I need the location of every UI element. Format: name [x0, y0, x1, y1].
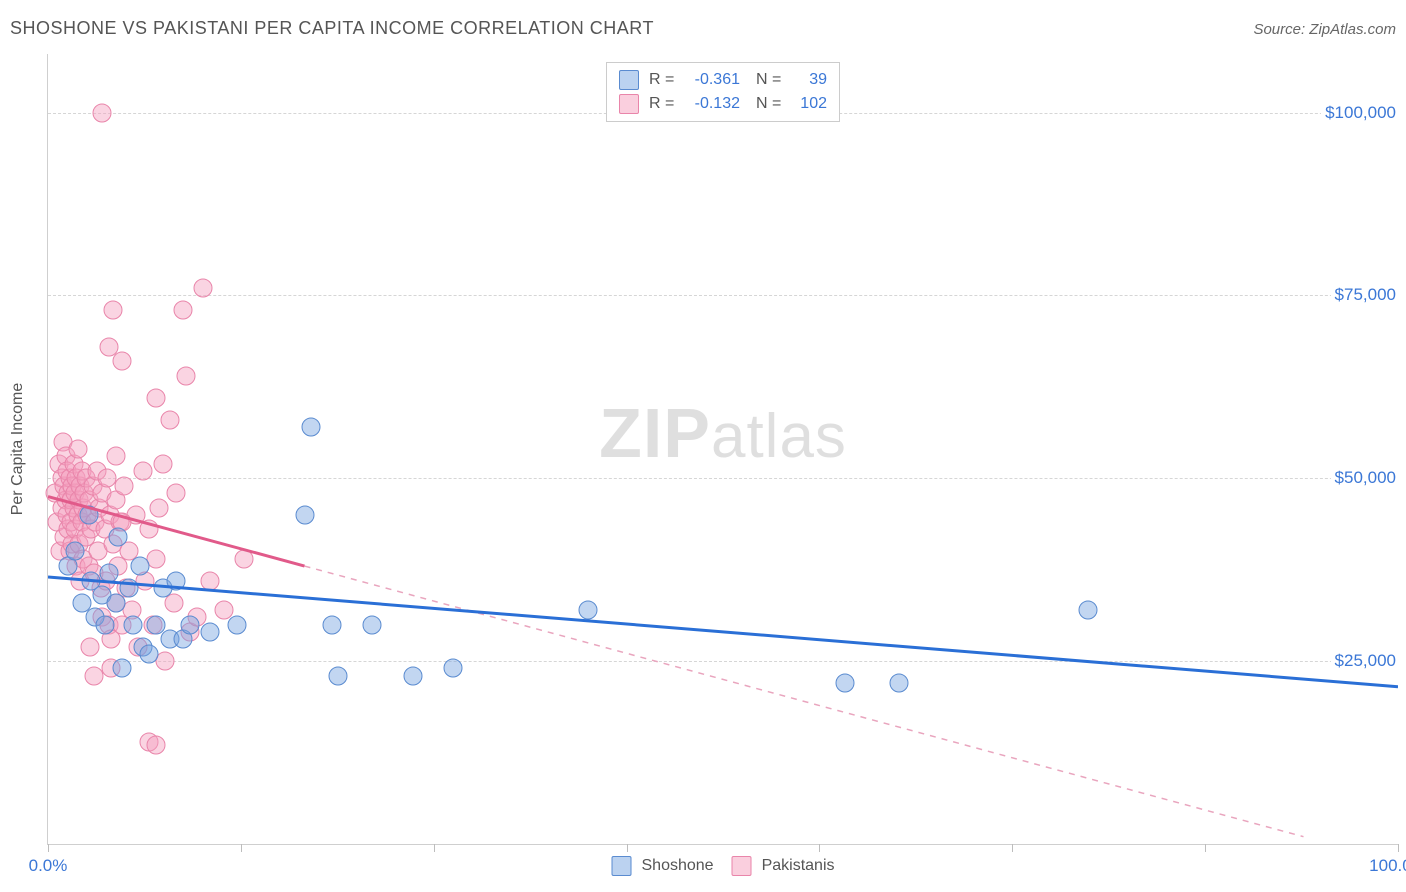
data-point [322, 615, 341, 634]
x-tick [1398, 844, 1399, 852]
legend-item-pakistani: Pakistanis [732, 856, 835, 876]
data-point [140, 644, 159, 663]
data-point [79, 505, 98, 524]
data-point [228, 615, 247, 634]
swatch-pink [732, 856, 752, 876]
data-point [194, 279, 213, 298]
chart-header: SHOSHONE VS PAKISTANI PER CAPITA INCOME … [10, 18, 1396, 39]
data-point [113, 352, 132, 371]
legend-row-pakistani: R = -0.132 N = 102 [619, 92, 827, 116]
gridline [48, 661, 1398, 662]
data-point [167, 483, 186, 502]
x-tick-label: 0.0% [29, 856, 68, 876]
data-point [363, 615, 382, 634]
data-point [201, 571, 220, 590]
data-point [835, 674, 854, 693]
data-point [444, 659, 463, 678]
x-tick [1205, 844, 1206, 852]
y-tick-label: $75,000 [1331, 285, 1400, 305]
watermark: ZIPatlas [599, 393, 847, 473]
data-point [80, 637, 99, 656]
data-point [84, 666, 103, 685]
x-tick [48, 844, 49, 852]
data-point [124, 615, 143, 634]
gridline [48, 295, 1398, 296]
data-point [579, 600, 598, 619]
data-point [106, 447, 125, 466]
data-point [302, 418, 321, 437]
data-point [147, 736, 166, 755]
legend-series: Shoshone Pakistanis [612, 856, 835, 876]
data-point [180, 615, 199, 634]
legend-correlation: R = -0.361 N = 39 R = -0.132 N = 102 [606, 62, 840, 122]
data-point [99, 564, 118, 583]
chart-source: Source: ZipAtlas.com [1253, 21, 1396, 38]
data-point [403, 666, 422, 685]
data-point [329, 666, 348, 685]
y-tick-label: $25,000 [1331, 651, 1400, 671]
data-point [156, 652, 175, 671]
x-tick [434, 844, 435, 852]
gridline [48, 478, 1398, 479]
x-tick [819, 844, 820, 852]
data-point [66, 542, 85, 561]
data-point [95, 615, 114, 634]
data-point [140, 520, 159, 539]
correlation-chart: Per Capita Income ZIPatlas R = -0.361 N … [47, 54, 1398, 845]
y-tick-label: $50,000 [1331, 468, 1400, 488]
data-point [114, 476, 133, 495]
swatch-pink [619, 94, 639, 114]
swatch-blue [619, 70, 639, 90]
swatch-blue [612, 856, 632, 876]
data-point [201, 622, 220, 641]
data-point [147, 388, 166, 407]
x-tick [241, 844, 242, 852]
data-point [120, 578, 139, 597]
legend-row-shoshone: R = -0.361 N = 39 [619, 68, 827, 92]
data-point [1078, 600, 1097, 619]
chart-title: SHOSHONE VS PAKISTANI PER CAPITA INCOME … [10, 18, 654, 39]
data-point [167, 571, 186, 590]
x-tick [627, 844, 628, 852]
data-point [93, 103, 112, 122]
data-point [147, 549, 166, 568]
data-point [160, 410, 179, 429]
data-point [106, 593, 125, 612]
data-point [149, 498, 168, 517]
data-point [133, 461, 152, 480]
data-point [113, 659, 132, 678]
x-tick [1012, 844, 1013, 852]
data-point [889, 674, 908, 693]
data-point [109, 527, 128, 546]
data-point [103, 301, 122, 320]
data-point [234, 549, 253, 568]
data-point [130, 557, 149, 576]
data-point [68, 440, 87, 459]
x-tick-label: 100.0% [1369, 856, 1406, 876]
y-axis-title: Per Capita Income [9, 383, 27, 516]
legend-item-shoshone: Shoshone [612, 856, 714, 876]
data-point [176, 366, 195, 385]
data-point [153, 454, 172, 473]
trend-lines [48, 54, 1398, 844]
data-point [295, 505, 314, 524]
data-point [174, 301, 193, 320]
y-tick-label: $100,000 [1321, 103, 1400, 123]
